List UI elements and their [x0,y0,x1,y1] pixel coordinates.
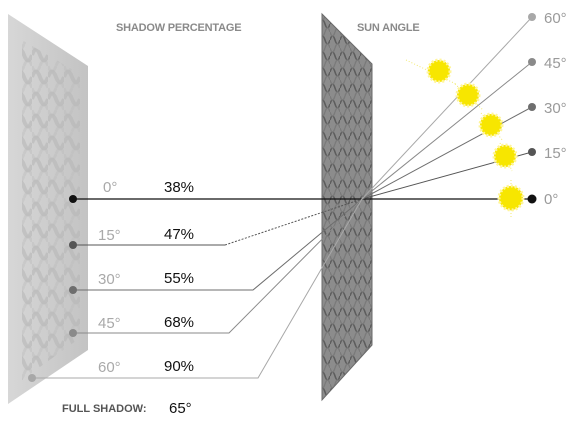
shadow-line-30 [73,198,363,291]
shadow-wall [8,14,88,404]
sun-icon-30 [478,112,504,142]
shadow-dots [28,195,77,382]
shadow-line-45 [73,198,363,334]
row-percent-45: 68% [164,314,194,331]
sun-angle-label-30: 30° [544,100,567,117]
sun-icon-0 [497,180,525,218]
sun-icon-45 [454,82,484,111]
suns [405,58,525,218]
row-angle-45: 45° [98,315,121,332]
row-percent-60: 90% [164,358,194,375]
row-angle-0: 0° [103,179,117,196]
sun-ray-30 [361,106,533,200]
shadow-dot-15 [69,241,77,249]
sun-dot-15 [528,148,536,156]
row-angle-15: 15° [98,227,121,244]
sun-angle-dots [527,13,537,204]
sun-icon-15 [492,142,518,172]
sun-ray-60 [361,16,533,200]
sun-angle-label-15: 15° [544,145,567,162]
sun-dot-60 [528,13,536,21]
shadow-line-60 [32,198,363,379]
shadow-percentage-header: SHADOW PERCENTAGE [116,22,241,34]
mesh-panel [321,12,373,402]
row-percent-15: 47% [164,226,194,243]
row-angle-60: 60° [98,359,121,376]
full-shadow-value: 65° [169,400,192,417]
sun-angle-labels: 0° 15° 30° 45° 60° [544,10,567,208]
shadow-dot-30 [69,286,77,294]
sun-angle-label-45: 45° [544,55,567,72]
sun-rays [361,16,533,200]
sun-icon-60 [405,58,457,85]
row-percent-30: 55% [164,270,194,287]
shadow-dot-45 [69,329,77,337]
sun-dot-30 [528,103,536,111]
sun-ray-45 [361,61,533,200]
shadow-row-labels: 0° 38% 15° 47% 30° 55% 45° 68% 60° 90% [98,179,194,376]
full-shadow-label: FULL SHADOW: [62,403,147,415]
sun-dot-45 [528,58,536,66]
row-angle-30: 30° [98,271,121,288]
row-percent-0: 38% [164,179,194,196]
sun-angle-label-60: 60° [544,10,567,27]
sun-angle-label-0: 0° [544,191,558,208]
shadow-dot-60 [28,374,36,382]
shadow-dot-0 [69,195,77,203]
shadow-line-15-diag [224,198,363,246]
sun-angle-header: SUN ANGLE [357,22,420,34]
shadow-lines [32,198,363,379]
sun-dot-0 [527,194,537,204]
